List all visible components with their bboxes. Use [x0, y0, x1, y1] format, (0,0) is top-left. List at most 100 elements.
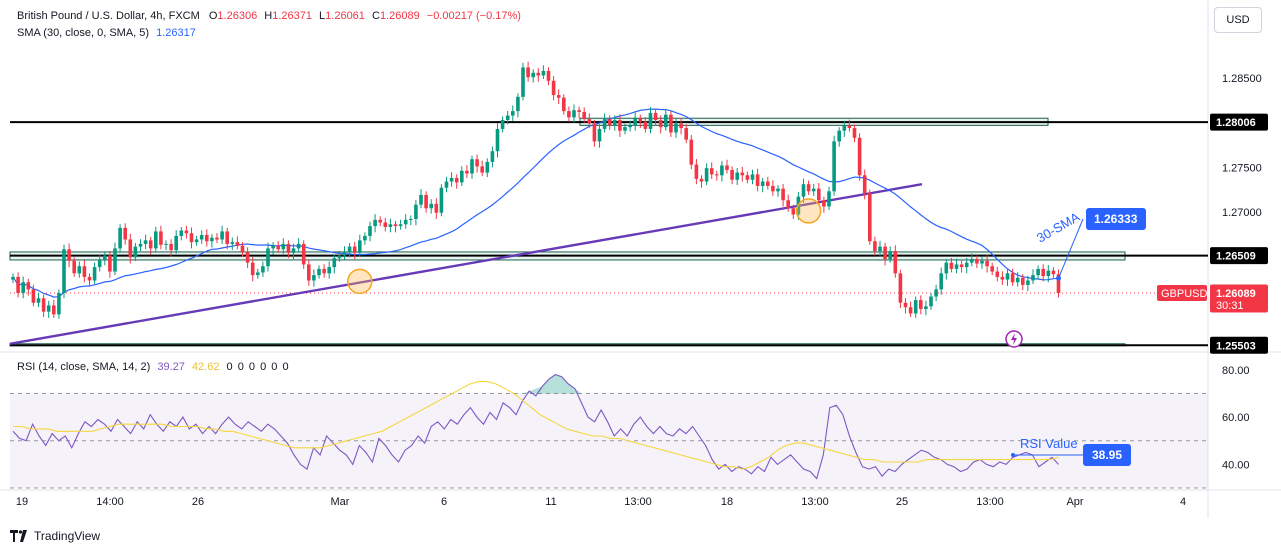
sma-legend[interactable]: SMA (30, close, 0, SMA, 5) 1.26317	[17, 27, 196, 39]
candle-body	[684, 128, 688, 140]
candle-body	[720, 165, 724, 176]
candle-body	[159, 231, 163, 245]
candle-body	[1036, 268, 1040, 276]
candle-body	[857, 137, 862, 176]
candle-body	[240, 245, 245, 252]
candle-body	[1031, 275, 1035, 281]
rsi-legend-label: RSI (14, close, SMA, 14, 2)	[17, 361, 151, 373]
candle-body	[322, 268, 326, 274]
rsi-value-tag: 38.95	[1092, 448, 1122, 462]
candle-body	[587, 119, 592, 124]
candle-body	[358, 240, 362, 253]
candle-body	[970, 259, 974, 263]
ohlc-close-value: 1.26089	[379, 10, 420, 22]
rsi-extra-4: 0	[271, 361, 278, 373]
candle-body	[465, 170, 469, 174]
symbol-title: British Pound / U.S. Dollar, 4h, FXCM	[17, 10, 200, 22]
last-price-tag: 1.26089	[1216, 288, 1256, 300]
candle-body	[424, 194, 428, 209]
event-bolt-icon	[1011, 333, 1017, 345]
candle-body	[393, 224, 398, 227]
candle-body	[521, 67, 525, 97]
candle-body	[327, 267, 331, 274]
candle-body	[536, 72, 541, 76]
candle-body	[908, 307, 913, 314]
rsi-tick-label: 80.00	[1222, 365, 1250, 377]
candle-body	[337, 255, 342, 259]
candle-body	[883, 246, 887, 260]
candle-body	[1010, 273, 1015, 283]
candle-body	[291, 248, 296, 253]
candle-body	[975, 259, 979, 264]
candle-body	[143, 240, 148, 244]
candle-body	[164, 243, 168, 245]
countdown-tag: 30:31	[1216, 300, 1244, 312]
rsi-extra-0: 0	[226, 361, 233, 373]
candle-body	[332, 258, 337, 268]
candle-body	[138, 243, 143, 247]
candle-body	[551, 80, 556, 96]
candle-body	[245, 251, 250, 263]
candle-body	[674, 123, 678, 133]
candle-body	[740, 172, 745, 176]
symbol-tag: GBPUSD	[1161, 288, 1208, 300]
candle-body	[1041, 268, 1045, 277]
rsi-legend[interactable]: RSI (14, close, SMA, 14, 2) 39.27 42.62 …	[17, 361, 289, 373]
level-tag-low: 1.25503	[1216, 340, 1256, 352]
candle-body	[607, 119, 612, 126]
currency-button[interactable]: USD	[1214, 7, 1262, 33]
candle-body	[205, 235, 209, 242]
candle-body	[230, 242, 235, 244]
candle-body	[189, 233, 194, 243]
date-tick-label: 25	[896, 496, 908, 508]
candle-body	[470, 159, 474, 174]
rsi-overbought-fill	[522, 374, 582, 394]
candle-body	[893, 251, 898, 274]
candle-body	[352, 246, 357, 253]
ohlc-close-label: C	[371, 10, 380, 22]
candle-body	[108, 255, 112, 272]
candle-body	[439, 187, 444, 213]
candle-body	[307, 264, 311, 281]
candle-body	[296, 243, 301, 249]
candle-body	[419, 194, 423, 205]
candle-body	[123, 227, 127, 240]
ohlc-open-value: 1.26306	[217, 10, 258, 22]
candle-body	[618, 120, 622, 131]
rsi-legend-value: 39.27	[157, 361, 185, 373]
candle-body	[485, 161, 490, 173]
ohlc-low-label: L	[319, 10, 326, 22]
candle-body	[760, 181, 765, 186]
candle-body	[87, 276, 92, 281]
candle-body	[541, 70, 546, 76]
candle-body	[148, 240, 153, 249]
candle-body	[82, 266, 87, 277]
candle-body	[577, 110, 581, 112]
tradingview-text: TradingView	[34, 529, 101, 543]
date-tick-label: 13:00	[624, 496, 652, 508]
sma-value-tag-bg	[1086, 208, 1146, 230]
date-tick-label: 19	[16, 496, 28, 508]
rsi-annotation-dot	[1011, 453, 1015, 457]
candle-body	[827, 191, 831, 207]
candle-body	[429, 203, 433, 209]
candle-body	[704, 168, 709, 182]
candle-body	[317, 268, 321, 276]
candle-body	[852, 128, 857, 138]
candle-body	[567, 111, 571, 118]
candle-body	[41, 298, 46, 312]
candle-body	[495, 128, 500, 152]
candle-body	[959, 264, 964, 268]
candle-body	[1015, 277, 1020, 283]
candle-body	[16, 276, 20, 293]
candle-body	[750, 174, 755, 180]
candle-body	[919, 300, 923, 309]
tradingview-logo[interactable]: TradingView	[10, 529, 100, 543]
candle-body	[460, 170, 464, 183]
candle-body	[679, 123, 683, 129]
candle-body	[250, 262, 255, 276]
candle-body	[888, 251, 892, 260]
level-tag-mid: 1.26509	[1216, 251, 1256, 263]
